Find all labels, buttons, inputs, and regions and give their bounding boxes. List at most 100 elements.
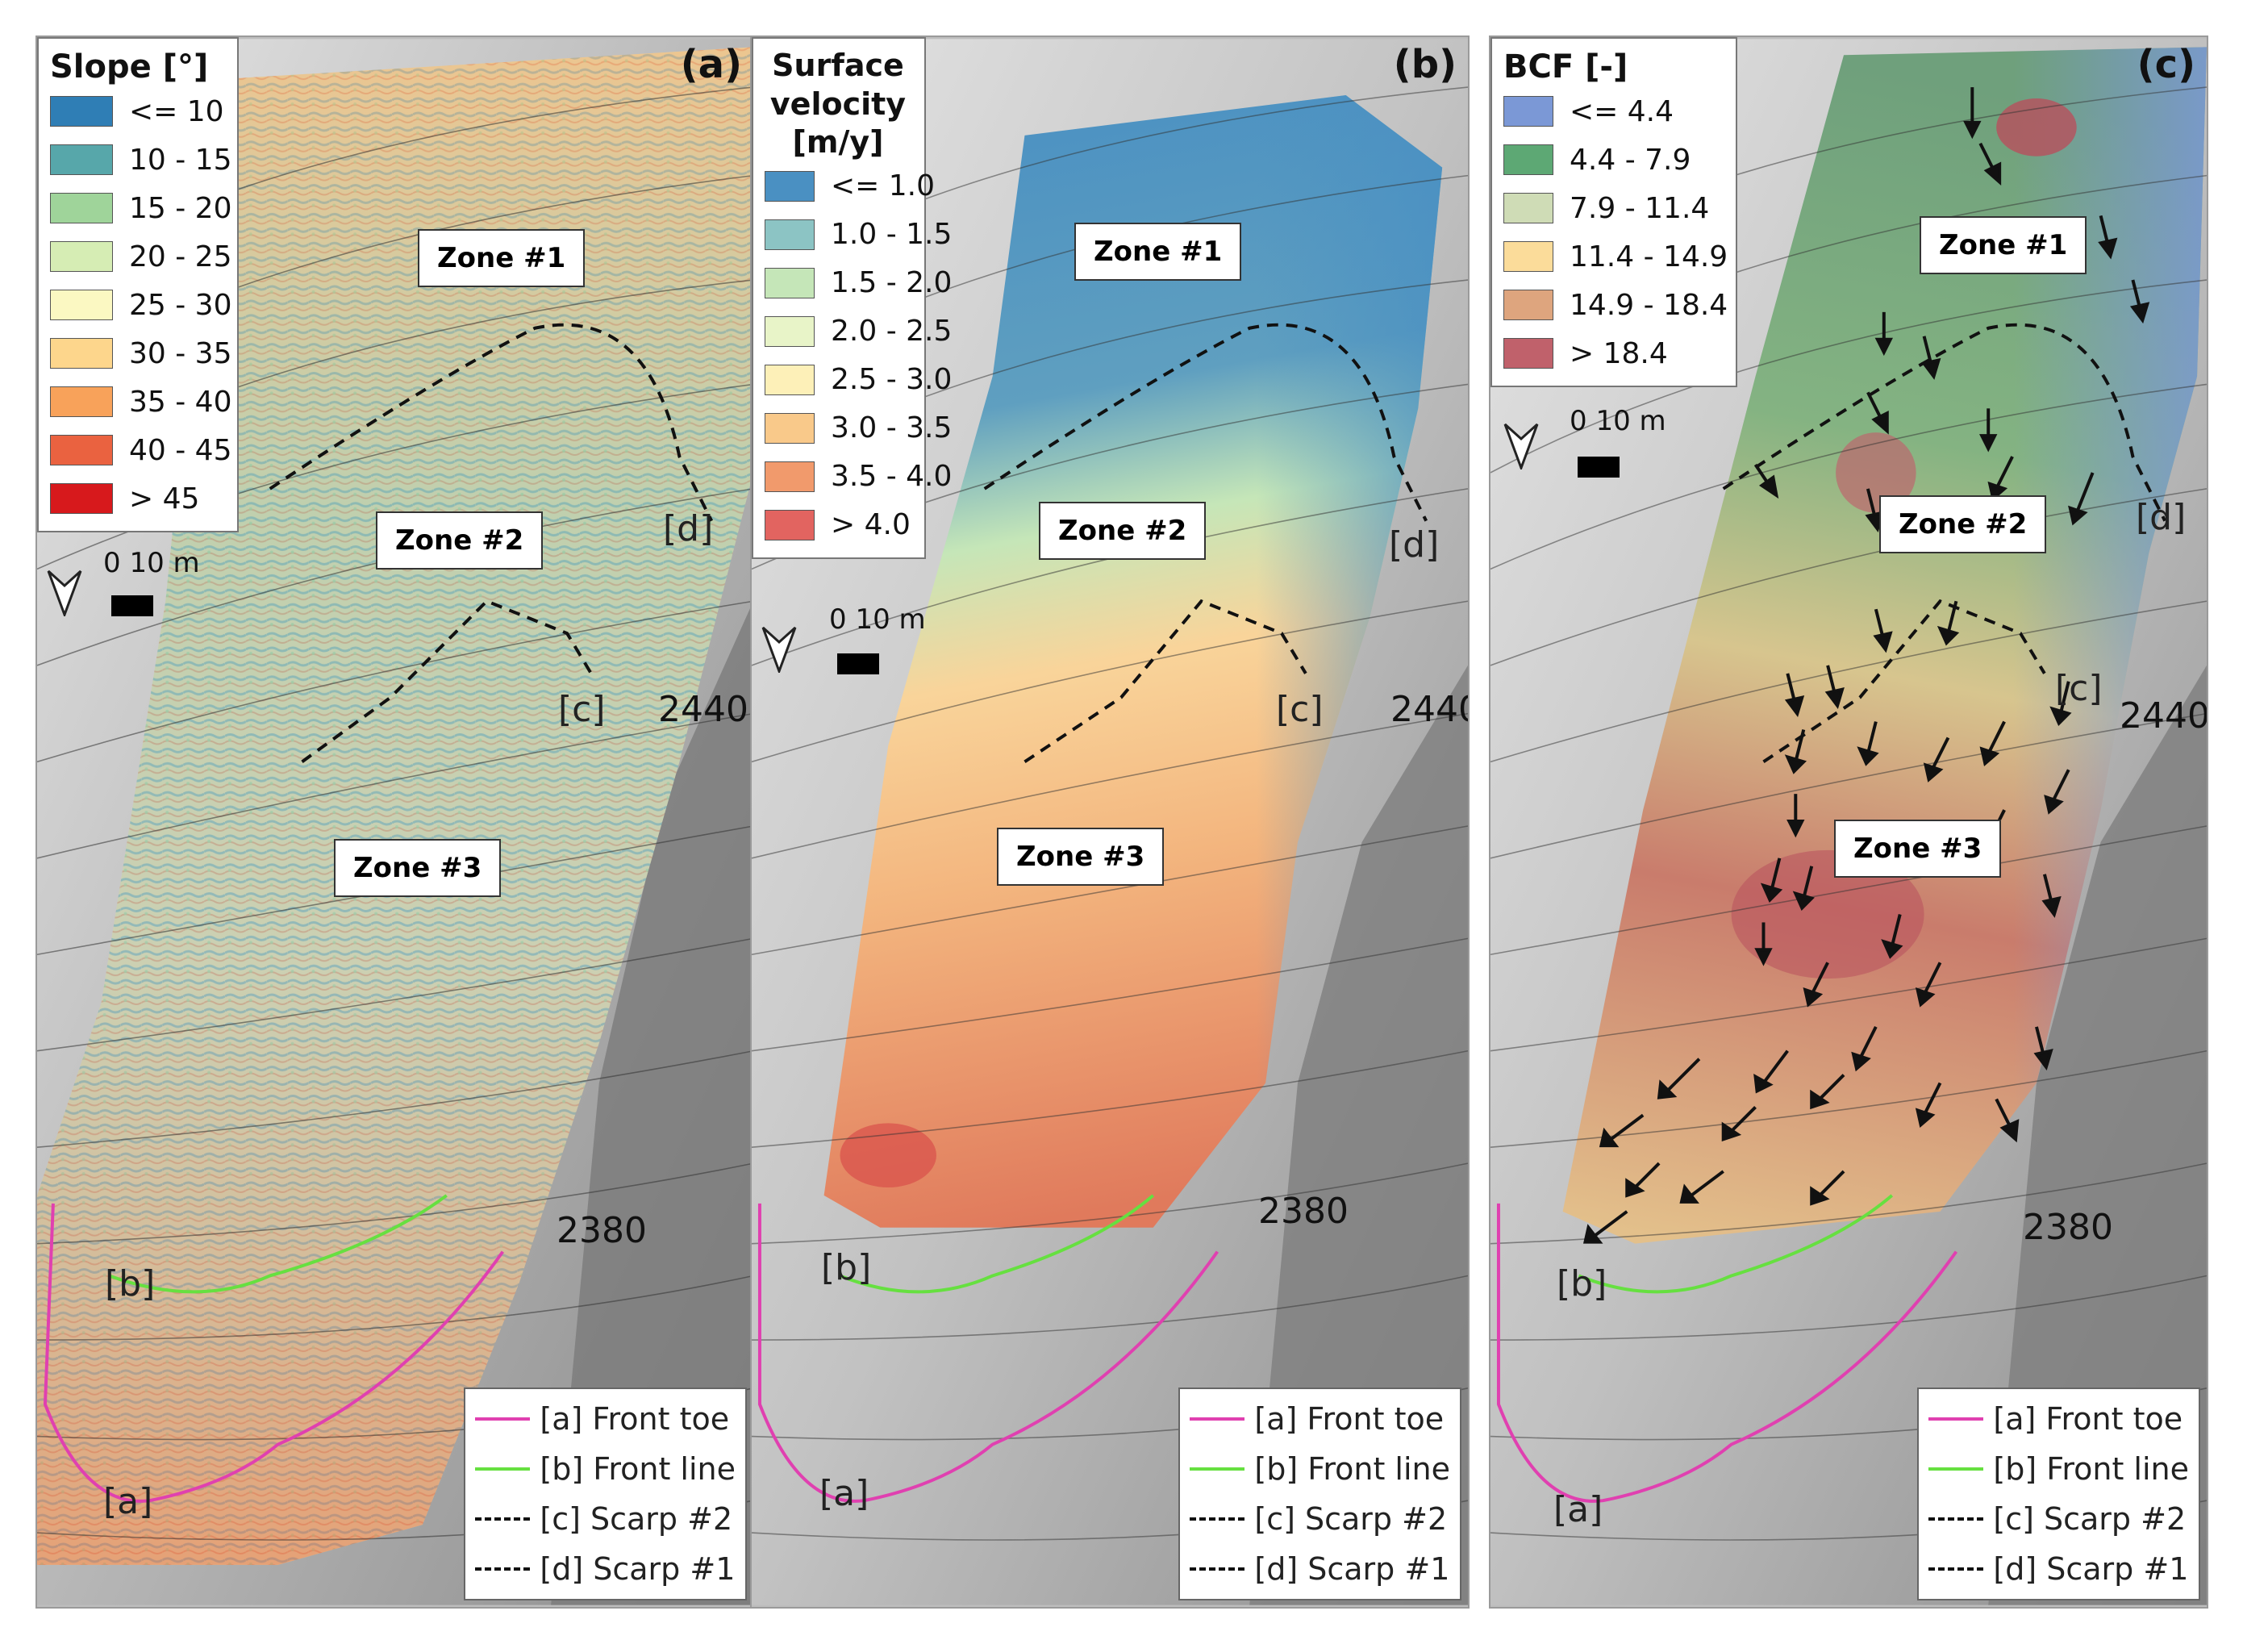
marker-b: [b] bbox=[821, 1247, 872, 1288]
legend-swatch bbox=[765, 509, 815, 540]
front-line bbox=[108, 1194, 448, 1294]
legend-item: 25 - 30 bbox=[50, 281, 232, 329]
legend-swatch bbox=[50, 193, 113, 223]
legend-item: 2.0 - 2.5 bbox=[765, 307, 952, 356]
marker-a: [a] bbox=[103, 1481, 153, 1522]
legend-swatch bbox=[50, 483, 113, 514]
legend-item: 11.4 - 14.9 bbox=[1503, 232, 1728, 281]
scarp-1-line bbox=[983, 323, 1428, 522]
legend-swatch bbox=[765, 267, 815, 298]
line-legend-item: [c] Scarp #2 bbox=[1928, 1494, 2189, 1544]
elevation-label-2440: 2440 bbox=[2120, 695, 2208, 737]
zone-1-label: Zone #1 bbox=[418, 229, 586, 287]
line-legend: [a] Front toe [b] Front line [c] Scarp #… bbox=[1178, 1388, 1461, 1600]
line-swatch bbox=[475, 1567, 531, 1571]
marker-a: [a] bbox=[819, 1473, 869, 1514]
scarp-1-line bbox=[269, 323, 714, 522]
legend-item: 1.0 - 1.5 bbox=[765, 211, 952, 259]
line-legend-item: [d] Scarp #1 bbox=[475, 1544, 736, 1594]
legend-swatch bbox=[1503, 338, 1553, 369]
elevation-label-2380: 2380 bbox=[557, 1210, 647, 1251]
zone-3-label: Zone #3 bbox=[997, 828, 1165, 886]
zone-2-label: Zone #2 bbox=[1039, 502, 1207, 560]
front-line bbox=[1578, 1194, 1894, 1294]
legend-title: Surface velocity [m/y] bbox=[769, 48, 907, 160]
scarp-2-line bbox=[301, 599, 593, 763]
legend-swatch bbox=[50, 241, 113, 272]
marker-c: [c] bbox=[558, 689, 606, 730]
zone-3-label: Zone #3 bbox=[1834, 820, 2002, 878]
marker-c: [c] bbox=[1276, 689, 1324, 730]
bcf-legend: BCF [-] <= 4.4 4.4 - 7.9 7.9 - 11.4 11.4… bbox=[1490, 37, 1737, 387]
line-swatch bbox=[475, 1467, 531, 1471]
line-legend-item: [a] Front toe bbox=[1928, 1394, 2189, 1444]
zone-1-label: Zone #1 bbox=[1920, 216, 2087, 274]
zone-2-label: Zone #2 bbox=[1879, 495, 2047, 553]
line-legend: [a] Front toe [b] Front line [c] Scarp #… bbox=[464, 1388, 747, 1600]
line-swatch bbox=[1190, 1567, 1245, 1571]
line-legend-item: [b] Front line bbox=[475, 1444, 736, 1494]
elevation-label-2380: 2380 bbox=[2023, 1207, 2113, 1248]
legend-item: <= 10 bbox=[50, 87, 224, 136]
scarp-1-line bbox=[1722, 323, 2167, 522]
north-arrow-icon bbox=[47, 570, 82, 616]
line-legend-item: [a] Front toe bbox=[475, 1394, 736, 1444]
marker-d: [d] bbox=[2136, 497, 2187, 538]
north-arrow-icon bbox=[1503, 423, 1539, 469]
panel-c: BCF [-] <= 4.4 4.4 - 7.9 7.9 - 11.4 11.4… bbox=[1489, 35, 2208, 1609]
panel-letter: (a) bbox=[680, 42, 742, 87]
legend-item: 3.0 - 3.5 bbox=[765, 404, 952, 453]
marker-c: [c] bbox=[2055, 668, 2103, 709]
legend-item: > 4.0 bbox=[765, 501, 911, 549]
scale-bar bbox=[111, 595, 153, 616]
panel-a: Slope [°] <= 10 10 - 15 15 - 20 20 - 25 … bbox=[35, 35, 755, 1609]
marker-d: [d] bbox=[1389, 524, 1440, 565]
line-swatch bbox=[1928, 1517, 1984, 1521]
zone-1-label: Zone #1 bbox=[1074, 223, 1242, 281]
legend-item: <= 4.4 bbox=[1503, 87, 1723, 136]
line-swatch bbox=[1928, 1567, 1984, 1571]
panel-letter: (c) bbox=[2137, 42, 2195, 87]
contour-lines bbox=[1490, 86, 2207, 1541]
line-swatch bbox=[1190, 1517, 1245, 1521]
line-swatch bbox=[475, 1417, 531, 1421]
line-legend-item: [a] Front toe bbox=[1190, 1394, 1450, 1444]
legend-item: 30 - 35 bbox=[50, 329, 232, 378]
line-legend-item: [d] Scarp #1 bbox=[1190, 1544, 1450, 1594]
north-arrow-icon bbox=[761, 626, 797, 673]
legend-item: 35 - 40 bbox=[50, 378, 232, 426]
legend-item: 14.9 - 18.4 bbox=[1503, 281, 1728, 329]
line-legend-item: [c] Scarp #2 bbox=[1190, 1494, 1450, 1544]
line-swatch bbox=[1928, 1467, 1984, 1471]
displacement-arrows bbox=[1582, 87, 2150, 1244]
legend-swatch bbox=[50, 386, 113, 417]
front-toe-line bbox=[43, 1203, 505, 1503]
scale-label: 0 10 m bbox=[829, 603, 926, 636]
legend-swatch bbox=[765, 412, 815, 444]
marker-b: [b] bbox=[105, 1263, 156, 1304]
scarp-2-line bbox=[1024, 599, 1307, 763]
legend-swatch bbox=[50, 290, 113, 320]
elevation-label-2440: 2440 bbox=[658, 689, 748, 730]
legend-item: 15 - 20 bbox=[50, 184, 232, 232]
legend-item: > 45 bbox=[50, 474, 224, 523]
scarp-2-line bbox=[1762, 599, 2046, 763]
legend-item: 4.4 - 7.9 bbox=[1503, 136, 1723, 184]
legend-item: 3.5 - 4.0 bbox=[765, 453, 952, 501]
legend-swatch bbox=[765, 170, 815, 202]
legend-swatch bbox=[765, 315, 815, 347]
panel-b: Surface velocity [m/y] <= 1.0 1.0 - 1.5 … bbox=[750, 35, 1470, 1609]
scale-label: 0 10 m bbox=[1570, 405, 1666, 437]
elevation-label-2380: 2380 bbox=[1258, 1191, 1349, 1232]
legend-swatch bbox=[1503, 96, 1553, 127]
velocity-legend: Surface velocity [m/y] <= 1.0 1.0 - 1.5 … bbox=[752, 37, 952, 559]
legend-swatch bbox=[50, 144, 113, 175]
front-toe-line bbox=[1496, 1203, 1958, 1503]
legend-item: 2.5 - 3.0 bbox=[765, 356, 952, 404]
legend-item: 20 - 25 bbox=[50, 232, 232, 281]
line-swatch bbox=[475, 1517, 531, 1521]
line-legend-item: [c] Scarp #2 bbox=[475, 1494, 736, 1544]
legend-swatch bbox=[1503, 290, 1553, 320]
legend-item: 7.9 - 11.4 bbox=[1503, 184, 1723, 232]
zone-3-label: Zone #3 bbox=[334, 839, 502, 897]
